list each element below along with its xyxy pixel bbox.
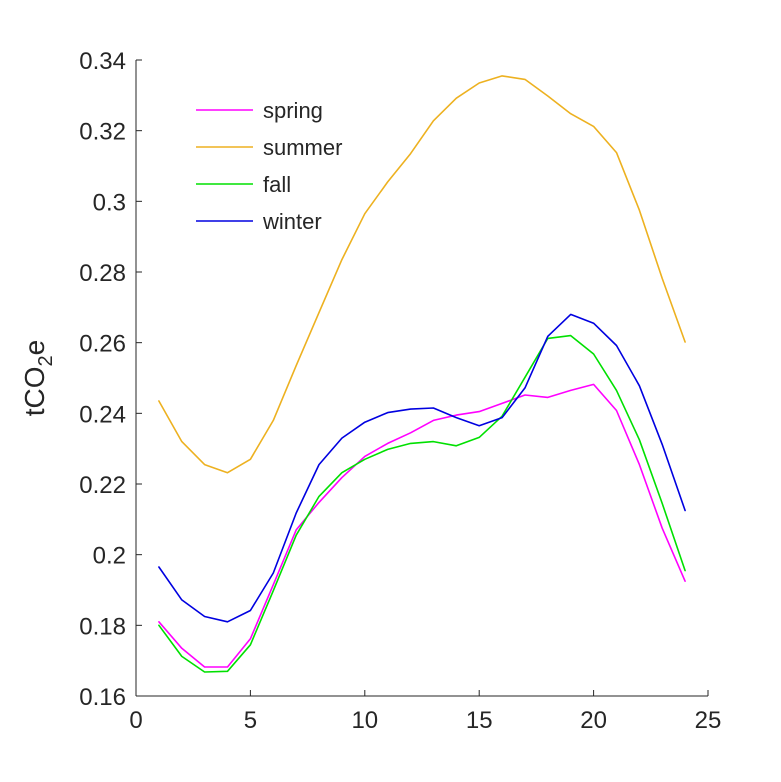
series-line-fall xyxy=(158,334,686,673)
legend-label-spring: spring xyxy=(263,98,323,123)
y-tick-label: 0.16 xyxy=(79,684,126,711)
series-group xyxy=(158,75,686,673)
ticks: 0 5 10 15 20 25 0.16 0.18 0.2 0.22 0.24 0.26 0.28 0.3… xyxy=(79,48,721,734)
y-axis-label: tCO2e xyxy=(19,340,57,416)
y-tick-label: 0.26 xyxy=(79,331,126,358)
series-line-summer xyxy=(158,75,686,474)
y-tick-label: 0.2 xyxy=(93,543,126,570)
axes xyxy=(135,60,708,697)
x-tick-label: 0 xyxy=(129,707,142,734)
y-tick-label: 0.18 xyxy=(79,613,126,640)
legend: spring summer fall winter xyxy=(196,98,342,234)
y-tick-label: 0.32 xyxy=(79,119,126,146)
y-tick-label: 0.24 xyxy=(79,401,126,428)
series-line-spring xyxy=(158,383,686,668)
x-tick-label: 20 xyxy=(580,707,607,734)
legend-label-summer: summer xyxy=(263,135,342,160)
x-tick-label: 10 xyxy=(351,707,378,734)
y-tick-label: 0.22 xyxy=(79,472,126,499)
x-tick-label: 5 xyxy=(244,707,257,734)
y-tick-label: 0.28 xyxy=(79,260,126,287)
legend-label-winter: winter xyxy=(262,209,322,234)
x-tick-label: 15 xyxy=(466,707,493,734)
y-tick-label: 0.3 xyxy=(93,189,126,216)
legend-label-fall: fall xyxy=(263,172,291,197)
series-line-winter xyxy=(158,313,686,623)
x-tick-label: 25 xyxy=(695,707,722,734)
y-tick-label: 0.34 xyxy=(79,48,126,75)
